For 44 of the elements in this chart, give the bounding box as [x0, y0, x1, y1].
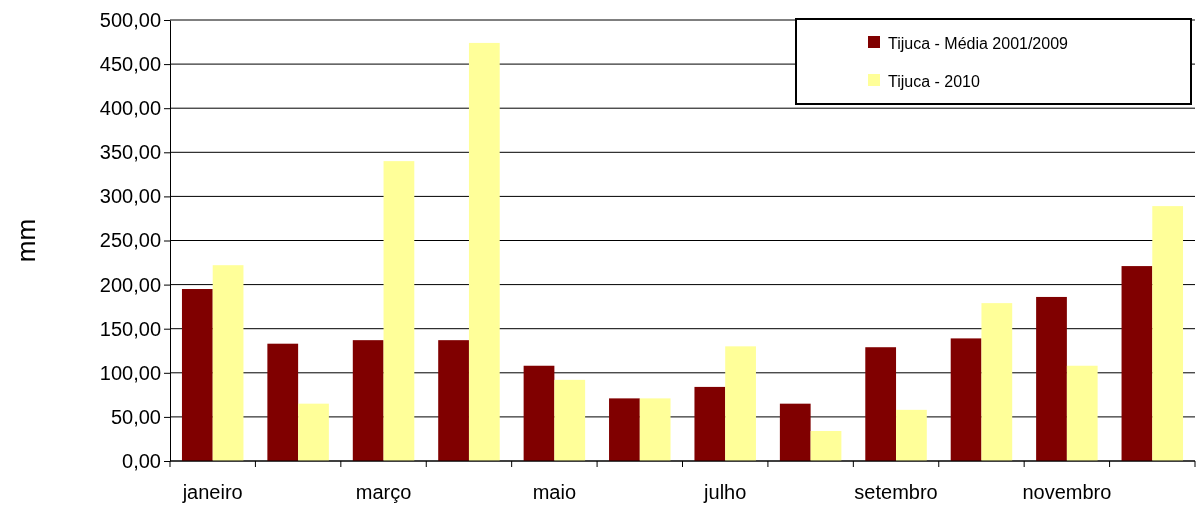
bar: [1036, 296, 1067, 461]
bar: [468, 42, 500, 461]
y-tick-label: 250,00: [99, 229, 161, 252]
bar: [212, 265, 244, 461]
bar: [896, 409, 927, 461]
bar: [523, 365, 555, 461]
x-tick-label: maio: [532, 481, 577, 503]
bar: [438, 340, 469, 461]
legend-label: Tijuca - Média 2001/2009: [888, 35, 1069, 52]
bar: [1066, 365, 1098, 461]
x-tick-label: janeiro: [181, 481, 243, 503]
bar: [298, 403, 329, 461]
bar: [181, 289, 213, 461]
bar: [639, 398, 671, 461]
y-tick-label: 100,00: [99, 361, 161, 384]
y-tick-label: 200,00: [99, 273, 161, 296]
bar: [810, 431, 842, 461]
y-tick-label: 300,00: [99, 185, 161, 208]
bar: [1121, 266, 1153, 461]
x-tick-label: novembro: [1022, 481, 1112, 503]
bar: [981, 303, 1013, 461]
bar: [950, 338, 982, 461]
y-tick-label: 50,00: [110, 405, 161, 428]
x-tick-label: setembro: [854, 481, 938, 503]
y-axis-title: mm: [11, 218, 41, 263]
y-tick-label: 0,00: [122, 449, 161, 472]
bar: [267, 343, 299, 461]
y-tick-label: 500,00: [99, 8, 161, 31]
bar: [694, 386, 726, 461]
bar: [609, 398, 640, 461]
bar: [352, 340, 384, 461]
bar: [383, 161, 415, 461]
bar: [1152, 206, 1184, 461]
legend-label: Tijuca - 2010: [888, 73, 980, 90]
y-tick-label: 150,00: [99, 317, 161, 340]
bar: [865, 347, 897, 461]
x-tick-label: março: [355, 481, 412, 503]
bar: [779, 403, 811, 461]
y-tick-label: 350,00: [99, 141, 161, 164]
bar: [725, 346, 756, 461]
y-tick-label: 450,00: [99, 53, 161, 75]
x-tick-label: julho: [703, 481, 747, 503]
bar: [554, 379, 586, 461]
y-tick-label: 400,00: [99, 97, 161, 120]
